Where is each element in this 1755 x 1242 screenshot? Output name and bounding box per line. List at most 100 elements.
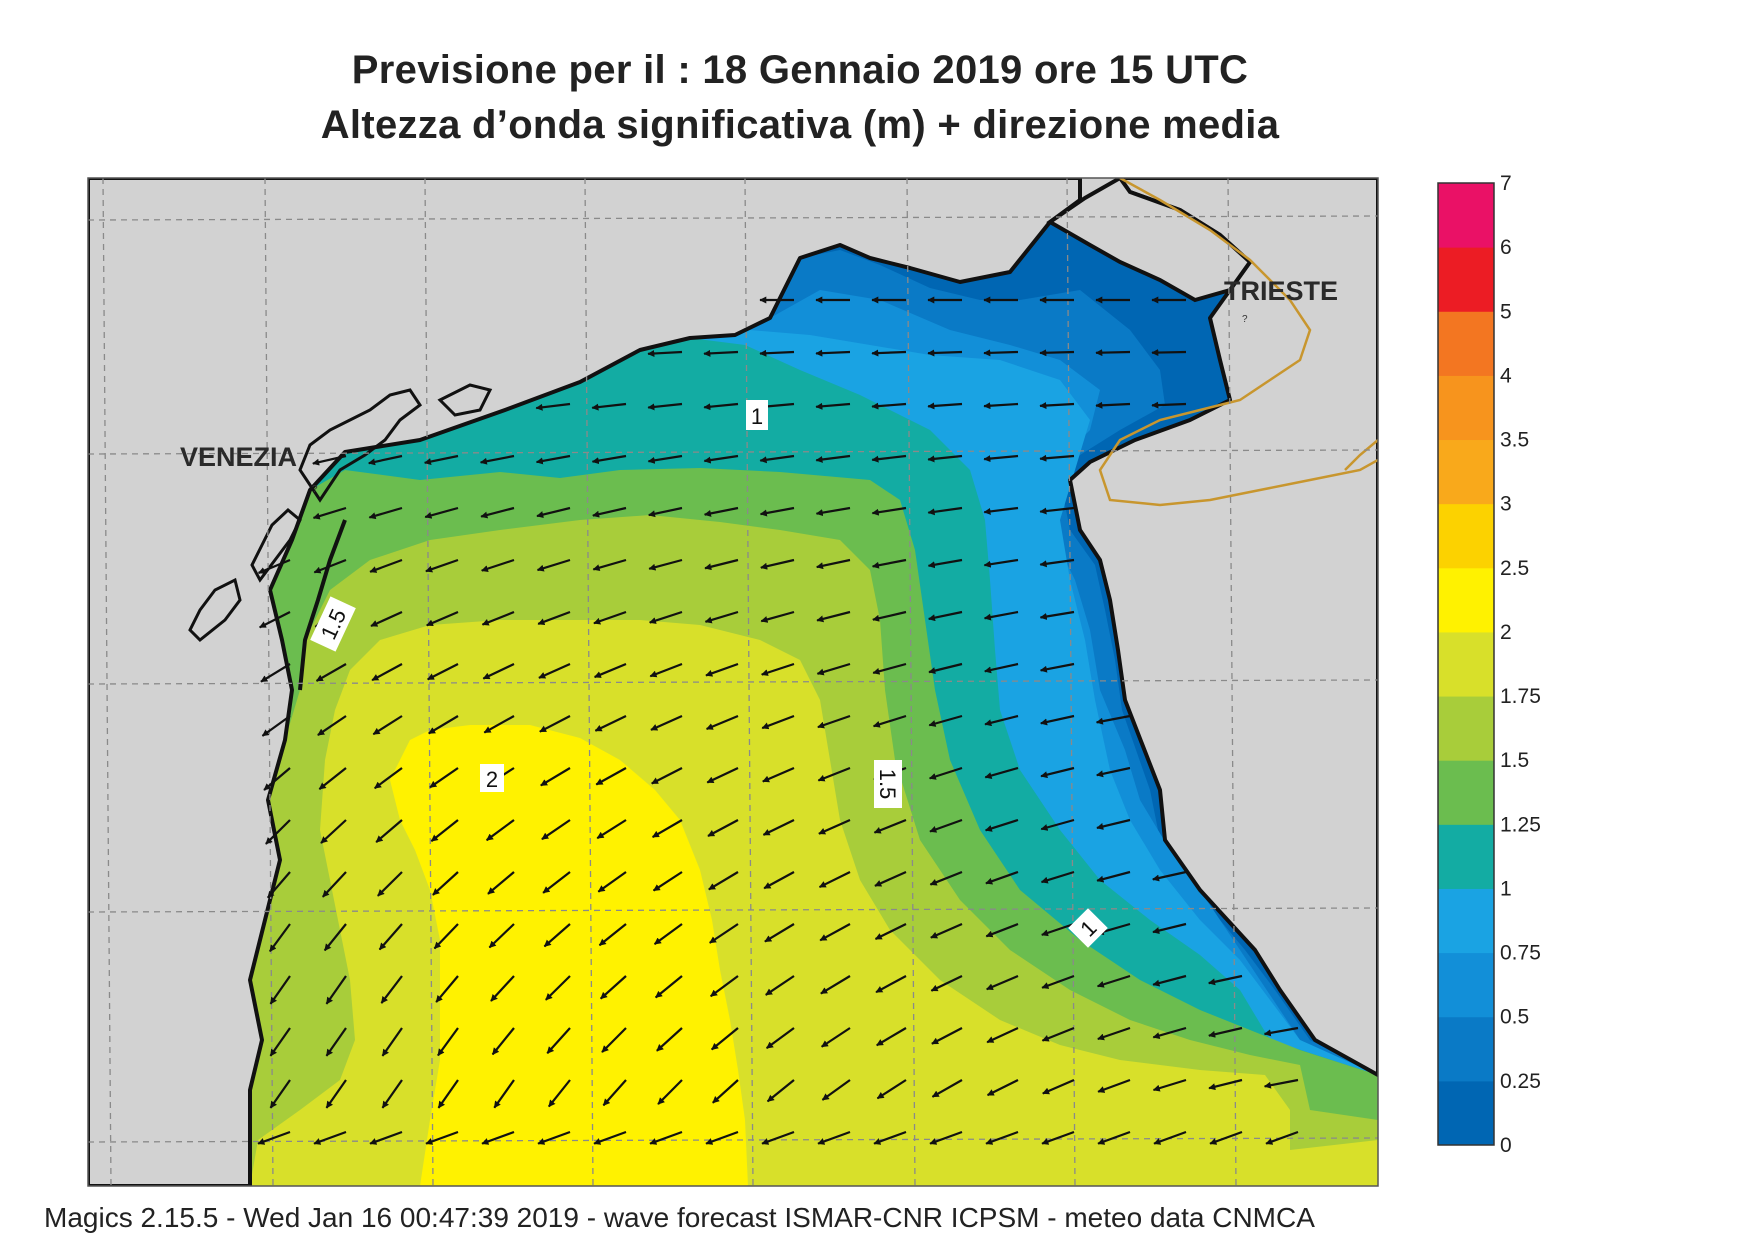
wave-direction-arrow [816,610,851,623]
wave-direction-arrow [648,558,683,571]
wave-direction-arrow [1039,558,1075,568]
color-scale-band [1438,631,1494,697]
wave-direction-arrow [707,819,739,837]
wave-direction-arrow [597,871,627,893]
wave-direction-arrow [426,610,459,627]
wave-direction-arrow [986,974,1019,991]
wave-direction-arrow [985,1130,1019,1145]
color-scale-tick-label: 5 [1500,300,1512,323]
graticule-meridian [906,178,916,1186]
wave-direction-arrow [761,1130,795,1145]
contour-label-text: 2 [486,767,498,792]
contour-label-text: 1 [751,404,763,429]
wave-direction-arrow [1096,766,1131,778]
wave-direction-arrow [708,871,739,891]
wave-direction-arrow [325,1027,347,1057]
wave-direction-arrow [539,715,571,733]
color-scale-tick-label: 0.75 [1500,942,1541,965]
wave-direction-arrow [931,1027,963,1045]
wave-direction-arrow [312,454,347,466]
wave-direction-arrow [647,454,683,464]
wave-direction-arrow [984,766,1019,779]
wave-direction-arrow [546,1027,571,1055]
wave-direction-arrow [536,558,571,572]
wave-direction-arrow [876,1079,907,1100]
wave-direction-arrow [648,506,683,518]
wave-direction-arrow [369,558,403,573]
wave-direction-arrow [705,714,739,731]
wave-direction-arrow [592,506,627,518]
wave-direction-arrow [1151,349,1187,357]
wave-direction-arrow [1040,870,1075,884]
wave-direction-arrow [535,402,571,411]
wave-direction-arrow [929,818,963,833]
wave-direction-arrow [704,558,739,571]
wave-direction-arrow [873,1130,907,1145]
contour-label-bg [874,760,902,808]
wave-direction-arrow [762,766,795,783]
wave-direction-arrow [368,454,403,466]
wave-direction-arrow [372,715,403,736]
wave-direction-arrow [540,767,571,787]
wave-direction-arrow [432,871,459,896]
wave-direction-arrow [593,1130,627,1145]
wave-direction-arrows [257,296,1299,1145]
wave-direction-arrow [703,349,739,357]
wave-direction-arrow [871,349,907,357]
wave-direction-arrow [1041,974,1075,989]
contour-label-1-5-east: 1.5 [874,760,902,808]
wave-direction-arrow [425,558,459,573]
wave-direction-arrow [1208,1078,1243,1091]
wave-direction-arrow [815,454,851,463]
wave-direction-arrow [435,975,459,1003]
map-frame [87,177,1379,1187]
wave-direction-arrow [260,663,291,683]
wave-direction-arrow [815,349,851,357]
wave-direction-arrow [1265,1130,1299,1145]
wave-direction-arrow [927,349,963,357]
color-scale-tick-label: 1 [1500,877,1512,900]
wave-direction-arrow [1209,1130,1243,1145]
color-scale-band [1438,888,1494,954]
wave-direction-arrow [485,819,515,842]
color-scale-band [1438,824,1494,889]
wave-direction-arrow [321,871,347,898]
wave-direction-arrow [1208,974,1243,986]
wave-direction-arrow [649,1130,683,1145]
wave-direction-arrow [323,923,347,952]
wave-height-bands [250,192,1378,1186]
color-scale-band [1438,567,1494,633]
wave-direction-arrow [259,611,291,629]
wave-direction-arrow [263,767,291,791]
wave-direction-arrow [1095,349,1131,357]
contour-label-bg [310,596,356,652]
color-scale-band [1438,1080,1494,1146]
city-label-trieste: TRIESTE [1224,276,1338,306]
wave-direction-arrow [929,870,963,886]
color-scale-band [1438,952,1494,1018]
wave-direction-arrow [593,610,627,625]
wave-direction-arrow [985,922,1019,938]
wave-direction-arrow [927,558,963,569]
wave-direction-arrow [703,506,739,517]
wave-direction-arrow [872,714,907,728]
wave-direction-arrow [1097,1026,1131,1041]
wave-direction-arrow [650,714,683,731]
wave-direction-arrow [817,714,851,729]
wave-direction-arrow [480,506,515,519]
wave-direction-arrow [1041,1026,1075,1042]
wave-direction-arrow [983,506,1019,515]
lagoon-outline-3 [188,577,242,643]
color-scale-tick-label: 0.5 [1500,1006,1529,1029]
color-scale-tick-label: 3.5 [1500,429,1529,452]
map-area: 1 1.5 2 1.5 1 VENEZIA TRIESTE ? ? [88,178,1378,1186]
wave-direction-arrow [594,715,627,732]
color-scale-band [1438,760,1494,825]
footer-credits: Magics 2.15.5 - Wed Jan 16 00:47:39 2019… [44,1202,1315,1233]
lagoon-outline-2 [250,507,302,583]
graticule-meridian [1227,178,1237,1186]
wave-direction-arrow [425,1130,459,1145]
color-scale-band [1438,696,1494,761]
color-scale-tick-label: 2.5 [1500,557,1529,580]
